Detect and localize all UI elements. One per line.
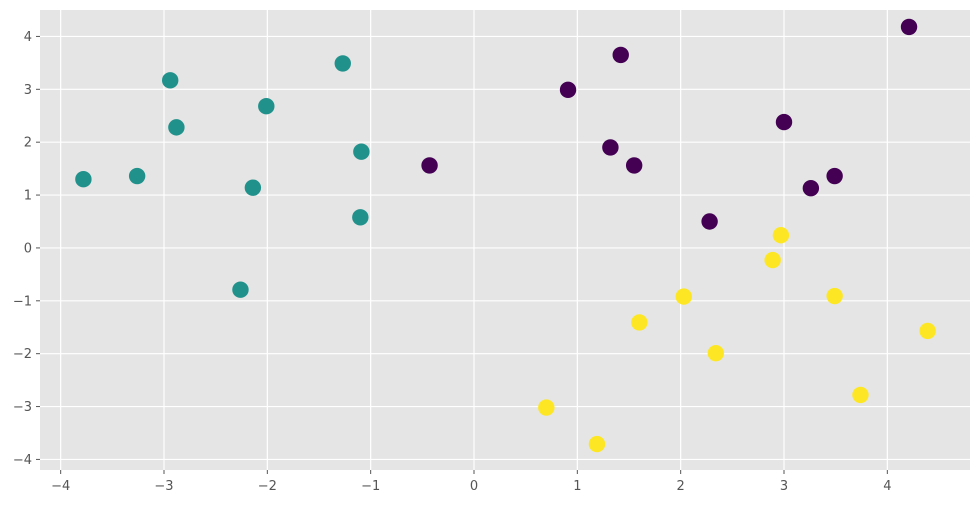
scatter-point bbox=[631, 314, 648, 331]
y-tick-label: 3 bbox=[24, 83, 32, 98]
x-tick-label: 0 bbox=[470, 479, 478, 494]
scatter-point bbox=[852, 386, 869, 404]
scatter-point bbox=[701, 213, 718, 230]
y-tick-label: −2 bbox=[13, 347, 32, 362]
scatter-point bbox=[258, 98, 275, 115]
plot-background bbox=[40, 10, 970, 470]
x-tick-label: 2 bbox=[677, 479, 685, 494]
x-tick-label: 3 bbox=[780, 479, 788, 494]
y-tick-label: 2 bbox=[24, 136, 32, 151]
scatter-point bbox=[764, 251, 781, 269]
y-tick-label: −3 bbox=[13, 400, 32, 415]
scatter-point bbox=[675, 288, 692, 305]
scatter-point bbox=[772, 227, 790, 244]
scatter-point bbox=[588, 435, 606, 453]
scatter-point bbox=[244, 179, 262, 196]
scatter-point bbox=[538, 399, 555, 416]
scatter-point bbox=[900, 18, 918, 36]
x-tick-label: 4 bbox=[883, 479, 891, 494]
scatter-point bbox=[75, 170, 92, 188]
y-tick-labels: −4 −3 −2 −1 0 1 2 3 4 bbox=[13, 30, 40, 468]
scatter-point bbox=[421, 157, 438, 174]
scatter-point bbox=[334, 55, 351, 72]
x-tick-label: −4 bbox=[51, 479, 70, 494]
scatter-point bbox=[802, 179, 820, 197]
scatter-point bbox=[919, 322, 936, 340]
scatter-point bbox=[353, 143, 370, 160]
scatter-point bbox=[352, 209, 369, 226]
scatter-point bbox=[612, 46, 629, 64]
x-tick-label: −3 bbox=[154, 479, 173, 494]
scatter-point bbox=[128, 167, 146, 185]
scatter-point bbox=[232, 281, 249, 298]
scatter-point bbox=[826, 167, 843, 185]
y-tick-label: 0 bbox=[24, 241, 32, 256]
x-tick-label: −2 bbox=[258, 479, 277, 494]
y-tick-label: 4 bbox=[24, 30, 32, 45]
x-tick-labels: −4 −3 −2 −1 0 1 2 3 4 bbox=[51, 470, 891, 494]
x-tick-label: 1 bbox=[573, 479, 581, 494]
x-tick-label: −1 bbox=[361, 479, 380, 494]
grid-lines bbox=[40, 10, 970, 470]
y-tick-label: −4 bbox=[13, 453, 32, 468]
y-tick-label: −1 bbox=[13, 294, 32, 309]
y-tick-label: 1 bbox=[24, 189, 32, 204]
scatter-point bbox=[559, 81, 577, 99]
scatter-point bbox=[602, 139, 619, 156]
scatter-point bbox=[168, 119, 185, 136]
scatter-point bbox=[775, 113, 793, 131]
scatter-point bbox=[707, 344, 724, 362]
scatter-point bbox=[625, 157, 643, 174]
scatter-point bbox=[826, 287, 843, 305]
data-points bbox=[75, 18, 936, 453]
scatter-point bbox=[162, 72, 179, 89]
